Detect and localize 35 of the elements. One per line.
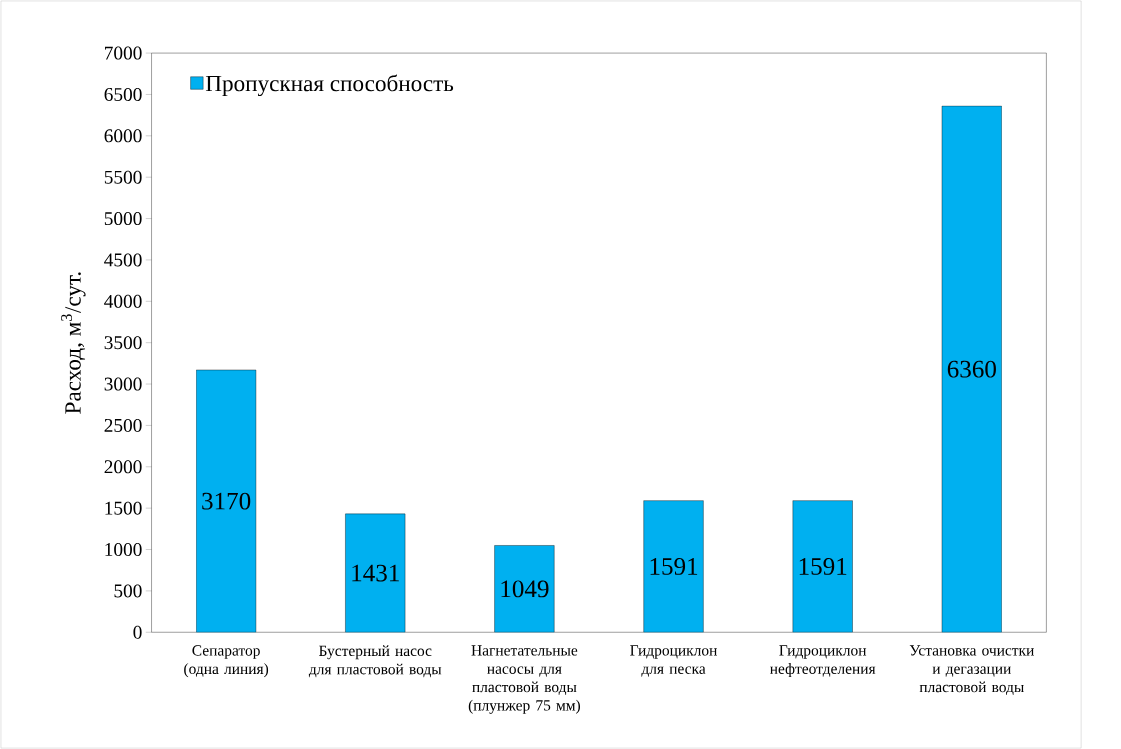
y-tick-label: 0 xyxy=(133,625,142,639)
text: 1049 xyxy=(501,580,549,598)
y-tick-label: 500 xyxy=(114,584,142,598)
x-tick-label: Сепаратор (одна линия) xyxy=(184,645,269,678)
legend-label: Пропускная способность xyxy=(205,74,454,97)
text: 1431 xyxy=(352,564,399,582)
y-tick-label: 5000 xyxy=(104,212,142,226)
bar xyxy=(941,105,1002,633)
y-tick-label: 2000 xyxy=(104,460,142,474)
x-tick-label: Бустерный насос для пластовой воды xyxy=(308,645,442,678)
y-tick-label: 5500 xyxy=(104,170,142,184)
bar xyxy=(494,545,555,633)
y-tick-label: 2500 xyxy=(104,418,142,432)
y-tick-label: 7000 xyxy=(105,46,142,60)
bar xyxy=(792,500,853,633)
y-tick-label: 6000 xyxy=(104,129,142,143)
x-tick-label: Нагнетательные насосы для пластовой воды (плунжер 75 мм) xyxy=(468,645,580,714)
y-tick-label: 4000 xyxy=(104,294,142,308)
x-tick-label: Гидроциклон нефтеотделения xyxy=(770,645,876,678)
y-tick-label: 1000 xyxy=(105,542,142,557)
x-tick-label: Установка очистки и дегазации пластовой воды xyxy=(909,645,1034,696)
y-tick-label: 1500 xyxy=(105,501,142,515)
y-tick-label: 4500 xyxy=(104,253,142,267)
text: 1591 xyxy=(799,557,847,575)
y-tick-label: 3500 xyxy=(104,336,142,350)
text: 1591 xyxy=(650,557,698,575)
bar xyxy=(345,513,406,633)
y-tick-label: 6500 xyxy=(104,87,142,101)
text: 6360 xyxy=(947,360,996,378)
bar xyxy=(196,369,257,633)
y-tick-label: 3000 xyxy=(104,377,142,391)
bar xyxy=(643,500,704,633)
y-axis-title: Расход, м$^{3}$/сут. xyxy=(61,272,86,414)
text: 3170 xyxy=(202,492,251,510)
x-tick-label: Гидроциклон для песка xyxy=(630,645,717,677)
